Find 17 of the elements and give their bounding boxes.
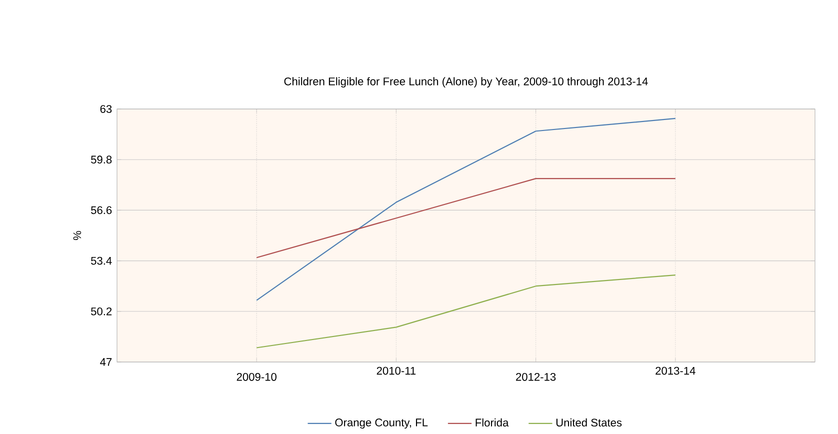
- x-tick-label: 2012-13: [516, 372, 556, 381]
- y-axis-title: %: [73, 230, 82, 240]
- y-tick-label: 63: [100, 105, 112, 113]
- line-series: [256, 274, 676, 348]
- legend-label: United States: [556, 418, 622, 427]
- y-tick-label: 47: [100, 358, 112, 366]
- x-tick-label: 2013-14: [656, 366, 696, 375]
- y-tick-label: 50.2: [91, 307, 112, 316]
- y-tick-label: 59.8: [91, 156, 112, 164]
- y-tick-label: 53.4: [91, 256, 112, 265]
- x-tick-label: 2010-11: [376, 366, 416, 375]
- y-tick-label: 56.6: [91, 206, 112, 214]
- legend-label: Florida: [476, 418, 509, 427]
- x-tick-label: 2009-10: [236, 372, 276, 381]
- legend-label: Orange County, FL: [335, 418, 428, 429]
- chart-title: Children Eligible for Free Lunch (Alone) by Year, 2009-10 through 2013-14: [284, 77, 648, 88]
- line-series: [256, 118, 676, 301]
